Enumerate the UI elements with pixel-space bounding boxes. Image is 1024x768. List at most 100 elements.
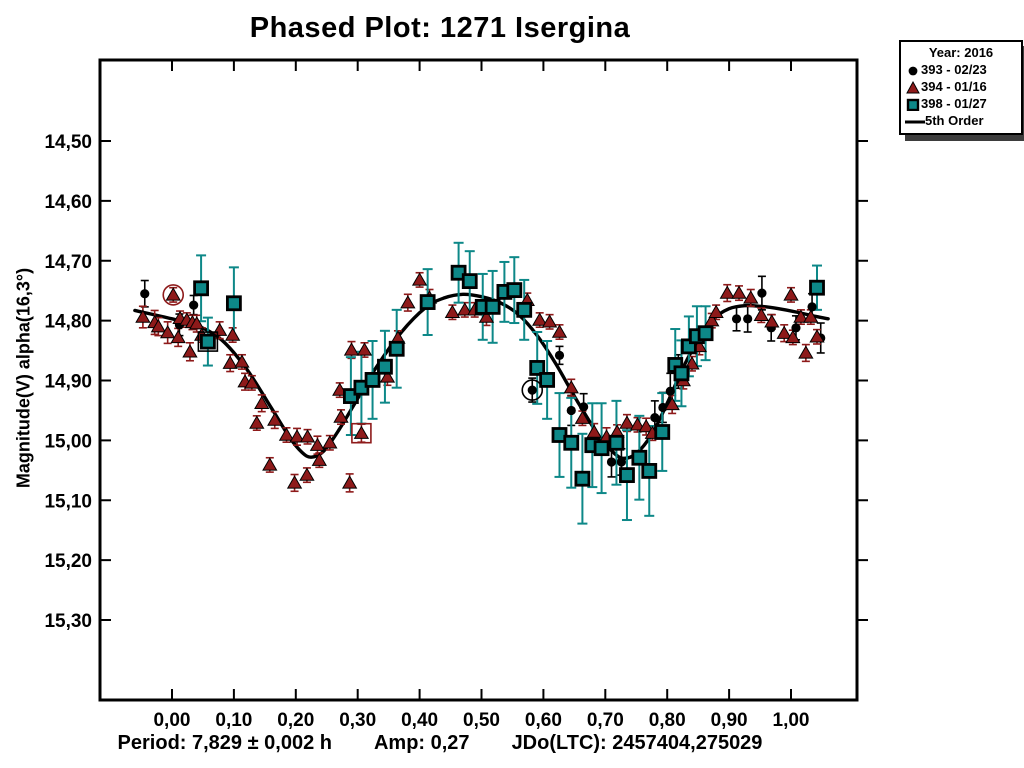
x-tick-label: 0,80 — [649, 710, 686, 731]
marker-triangle — [289, 429, 305, 443]
marker-circle — [579, 402, 589, 412]
marker-triangle — [541, 314, 558, 328]
marker-triangle — [563, 380, 579, 394]
marker-square — [673, 365, 690, 382]
marker-square — [563, 434, 580, 451]
x-tick-label: 0,30 — [339, 710, 376, 731]
marker-triangle — [353, 425, 370, 439]
marker-triangle — [638, 419, 654, 433]
x-tick-label: 0,60 — [525, 710, 562, 731]
marker-circle — [650, 413, 660, 423]
marker-triangle — [262, 457, 278, 471]
marker-triangle — [664, 396, 680, 411]
marker-triangle — [619, 415, 635, 429]
marker-triangle — [150, 319, 167, 333]
marker-circle — [606, 457, 617, 467]
marker-triangle — [783, 287, 799, 301]
marker-circle — [757, 288, 767, 298]
legend-entry-label: 5th Order — [925, 113, 984, 128]
y-tick-label: 14,60 — [44, 192, 92, 213]
marker-triangle — [224, 327, 241, 341]
legend-entry-label: 393 - 02/23 — [921, 62, 987, 77]
marker-triangle — [574, 410, 591, 424]
marker-square — [574, 470, 591, 487]
marker-triangle — [311, 452, 327, 466]
marker-triangle — [798, 345, 814, 359]
marker-triangle — [793, 309, 809, 323]
series-squares — [193, 264, 825, 487]
period-value: Period: 7,829 ± 0,002 h — [117, 732, 332, 754]
marker-square — [484, 298, 501, 315]
series-triangles — [135, 272, 825, 489]
marker-triangle — [411, 272, 428, 286]
marker-triangle — [719, 285, 735, 299]
marker-triangle — [776, 325, 792, 339]
x-tick-label: 0,10 — [215, 710, 252, 731]
x-tick-label: 0,00 — [153, 710, 190, 731]
x-tick-label: 0,20 — [277, 710, 314, 731]
marker-square — [593, 440, 610, 457]
marker-triangle — [170, 329, 186, 344]
marker-triangle — [211, 322, 228, 336]
marker-square — [506, 282, 523, 298]
marker-circle — [527, 385, 537, 395]
marker-triangle — [299, 429, 316, 443]
y-tick-label: 15,20 — [44, 551, 92, 572]
legend-entry: 5th Order — [905, 112, 1017, 129]
y-tick-label: 14,90 — [44, 372, 92, 393]
legend-entry: 398 - 01/27 — [905, 95, 1017, 112]
marker-triangle — [267, 412, 283, 426]
marker-square — [388, 340, 405, 357]
marker-triangle — [341, 475, 358, 489]
marker-triangle — [343, 342, 360, 356]
marker-triangle — [254, 395, 270, 409]
x-tick-label: 0,40 — [401, 710, 438, 731]
marker-square — [641, 463, 658, 479]
marker-square — [516, 301, 533, 318]
annotation-ring — [162, 284, 185, 306]
marker-circle — [140, 289, 150, 299]
y-tick-label: 14,80 — [44, 312, 92, 333]
marker-circle — [189, 300, 199, 310]
axis-ticks: 0,00 0,10 0,20 0,30 0,40 0,50 0,60 0,70 0,80 0,90… — [44, 61, 868, 731]
circle-legend-icon — [905, 63, 921, 77]
legend-year-label: Year: 2016 — [928, 45, 994, 60]
marker-circle — [731, 314, 742, 324]
x-tick-label: 0,90 — [711, 710, 748, 731]
marker-square — [654, 424, 671, 440]
legend-entry: 393 - 02/23 — [905, 61, 1017, 78]
marker-triangle — [222, 355, 238, 369]
marker-triangle — [165, 287, 181, 301]
marker-triangle — [629, 417, 646, 431]
marker-square — [419, 294, 436, 310]
marker-circle — [665, 386, 675, 396]
legend-entry-label: 398 - 01/27 — [921, 96, 987, 111]
marker-triangle — [182, 344, 198, 358]
marker-triangle — [809, 329, 825, 343]
annotation-ring — [521, 379, 544, 401]
marker-triangle — [708, 304, 724, 318]
marker-triangle — [249, 415, 265, 429]
marker-square — [809, 279, 825, 296]
marker-triangle — [159, 325, 176, 339]
marker-triangle — [400, 295, 416, 309]
y-tick-label: 14,70 — [44, 252, 92, 273]
annotation-box — [197, 331, 219, 352]
marker-triangle — [135, 309, 151, 323]
marker-triangle — [731, 285, 747, 299]
marker-triangle — [764, 314, 780, 328]
marker-triangle — [785, 329, 801, 344]
y-tick-label: 15,00 — [44, 431, 92, 452]
marker-square — [697, 325, 714, 342]
marker-triangle — [551, 324, 568, 338]
jdo-value: JDo(LTC): 2457404,275029 — [511, 732, 763, 754]
y-tick-label: 15,10 — [44, 491, 92, 512]
marker-square — [364, 372, 381, 388]
triangle-legend-icon — [905, 80, 921, 94]
marker-circle — [566, 405, 576, 416]
x-tick-label: 1,00 — [773, 710, 810, 731]
marker-square — [461, 273, 478, 290]
marker-triangle — [356, 342, 373, 356]
marker-square — [193, 280, 209, 297]
